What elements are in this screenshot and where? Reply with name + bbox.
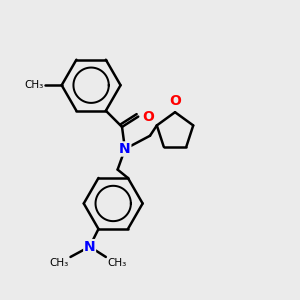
Text: N: N	[84, 240, 95, 254]
Text: O: O	[142, 110, 154, 124]
Text: O: O	[169, 94, 181, 108]
Text: CH₃: CH₃	[25, 80, 44, 90]
Text: CH₃: CH₃	[107, 258, 127, 268]
Text: N: N	[119, 142, 131, 156]
Text: CH₃: CH₃	[50, 258, 69, 268]
